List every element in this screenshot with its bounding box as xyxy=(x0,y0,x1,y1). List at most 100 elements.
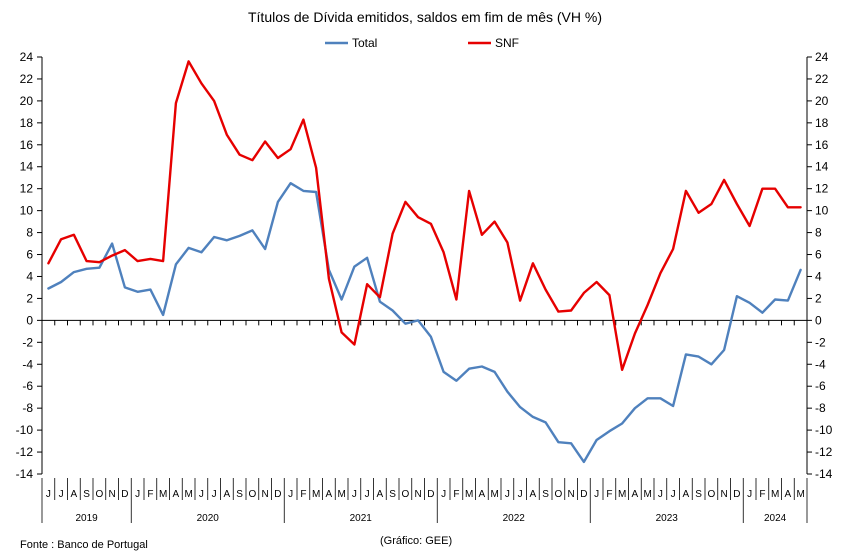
month-label: J xyxy=(671,489,676,500)
y-tick-label-right: -10 xyxy=(815,423,833,437)
y-tick-label-left: -8 xyxy=(22,401,33,415)
source-note: Fonte : Banco de Portugal xyxy=(20,539,148,551)
y-tick-label-right: -12 xyxy=(815,445,833,459)
year-label: 2019 xyxy=(76,513,99,524)
month-label: S xyxy=(83,489,90,500)
y-tick-label-left: -2 xyxy=(22,335,33,349)
y-tick-label-right: 14 xyxy=(815,160,829,174)
month-label: D xyxy=(274,489,281,500)
y-tick-label-right: -14 xyxy=(815,467,833,481)
chart-title: Títulos de Dívida emitidos, saldos em fi… xyxy=(248,9,602,25)
month-label: J xyxy=(352,489,357,500)
y-tick-label-left: -10 xyxy=(16,423,34,437)
month-label: N xyxy=(109,489,116,500)
y-tick-label-left: 10 xyxy=(20,204,34,218)
month-label: F xyxy=(453,489,459,500)
month-label: A xyxy=(683,489,690,500)
month-label: A xyxy=(530,489,537,500)
legend-label-total: Total xyxy=(352,36,377,50)
month-label: M xyxy=(159,489,167,500)
y-tick-label-right: 22 xyxy=(815,72,829,86)
year-label: 2021 xyxy=(350,513,373,524)
y-tick-label-right: 4 xyxy=(815,269,822,283)
month-label: J xyxy=(199,489,204,500)
y-tick-label-left: 20 xyxy=(20,94,34,108)
month-label: A xyxy=(71,489,78,500)
y-tick-label-right: 2 xyxy=(815,291,822,305)
month-label: J xyxy=(135,489,140,500)
month-label: J xyxy=(212,489,217,500)
y-tick-label-left: 16 xyxy=(20,138,34,152)
y-tick-label-left: 24 xyxy=(20,50,34,64)
month-label: N xyxy=(568,489,575,500)
y-tick-label-right: 6 xyxy=(815,248,822,262)
month-label: S xyxy=(542,489,549,500)
month-label: A xyxy=(632,489,639,500)
y-tick-label-right: -4 xyxy=(815,357,826,371)
y-tick-label-left: 2 xyxy=(26,291,33,305)
y-tick-label-left: 6 xyxy=(26,248,33,262)
y-tick-label-right: 16 xyxy=(815,138,829,152)
month-label: M xyxy=(184,489,192,500)
month-label: J xyxy=(46,489,51,500)
y-tick-label-left: 12 xyxy=(20,182,34,196)
y-tick-label-right: -2 xyxy=(815,335,826,349)
legend-label-snf: SNF xyxy=(495,36,519,50)
month-label: O xyxy=(95,489,103,500)
month-label: A xyxy=(224,489,231,500)
series-line-snf xyxy=(47,60,802,371)
month-label: M xyxy=(490,489,498,500)
month-label: J xyxy=(505,489,510,500)
y-tick-label-left: -14 xyxy=(16,467,34,481)
month-label: S xyxy=(236,489,243,500)
y-tick-label-left: 8 xyxy=(26,226,33,240)
y-tick-label-right: 18 xyxy=(815,116,829,130)
month-label: J xyxy=(518,489,523,500)
month-label: D xyxy=(121,489,128,500)
month-label: M xyxy=(312,489,320,500)
month-label: A xyxy=(173,489,180,500)
month-label: O xyxy=(401,489,409,500)
month-label: F xyxy=(300,489,306,500)
month-label: D xyxy=(733,489,740,500)
month-label: M xyxy=(337,489,345,500)
y-tick-label-right: 8 xyxy=(815,226,822,240)
month-label: M xyxy=(796,489,804,500)
month-label: A xyxy=(326,489,333,500)
month-label: N xyxy=(262,489,269,500)
month-label: F xyxy=(147,489,153,500)
month-label: J xyxy=(594,489,599,500)
month-label: O xyxy=(248,489,256,500)
y-tick-label-right: 0 xyxy=(815,313,822,327)
month-label: J xyxy=(747,489,752,500)
month-label: M xyxy=(643,489,651,500)
y-tick-label-left: 18 xyxy=(20,116,34,130)
series-line-total xyxy=(47,181,802,464)
month-label: J xyxy=(288,489,293,500)
month-label: S xyxy=(695,489,702,500)
month-label: F xyxy=(759,489,765,500)
month-label: J xyxy=(658,489,663,500)
y-tick-label-left: 14 xyxy=(20,160,34,174)
month-label: J xyxy=(441,489,446,500)
month-label: M xyxy=(465,489,473,500)
year-label: 2023 xyxy=(656,513,679,524)
y-tick-label-right: 24 xyxy=(815,50,829,64)
y-tick-label-right: 12 xyxy=(815,182,829,196)
month-label: A xyxy=(785,489,792,500)
y-tick-label-left: -12 xyxy=(16,445,34,459)
month-label: S xyxy=(389,489,396,500)
year-label: 2022 xyxy=(503,513,526,524)
month-label: A xyxy=(377,489,384,500)
month-label: O xyxy=(554,489,562,500)
y-tick-label-left: 4 xyxy=(26,269,33,283)
y-tick-label-left: -6 xyxy=(22,379,33,393)
month-label: M xyxy=(618,489,626,500)
year-label: 2020 xyxy=(197,513,220,524)
month-label: N xyxy=(415,489,422,500)
y-tick-label-right: -8 xyxy=(815,401,826,415)
month-label: J xyxy=(59,489,64,500)
month-label: O xyxy=(707,489,715,500)
y-tick-label-left: -4 xyxy=(22,357,33,371)
